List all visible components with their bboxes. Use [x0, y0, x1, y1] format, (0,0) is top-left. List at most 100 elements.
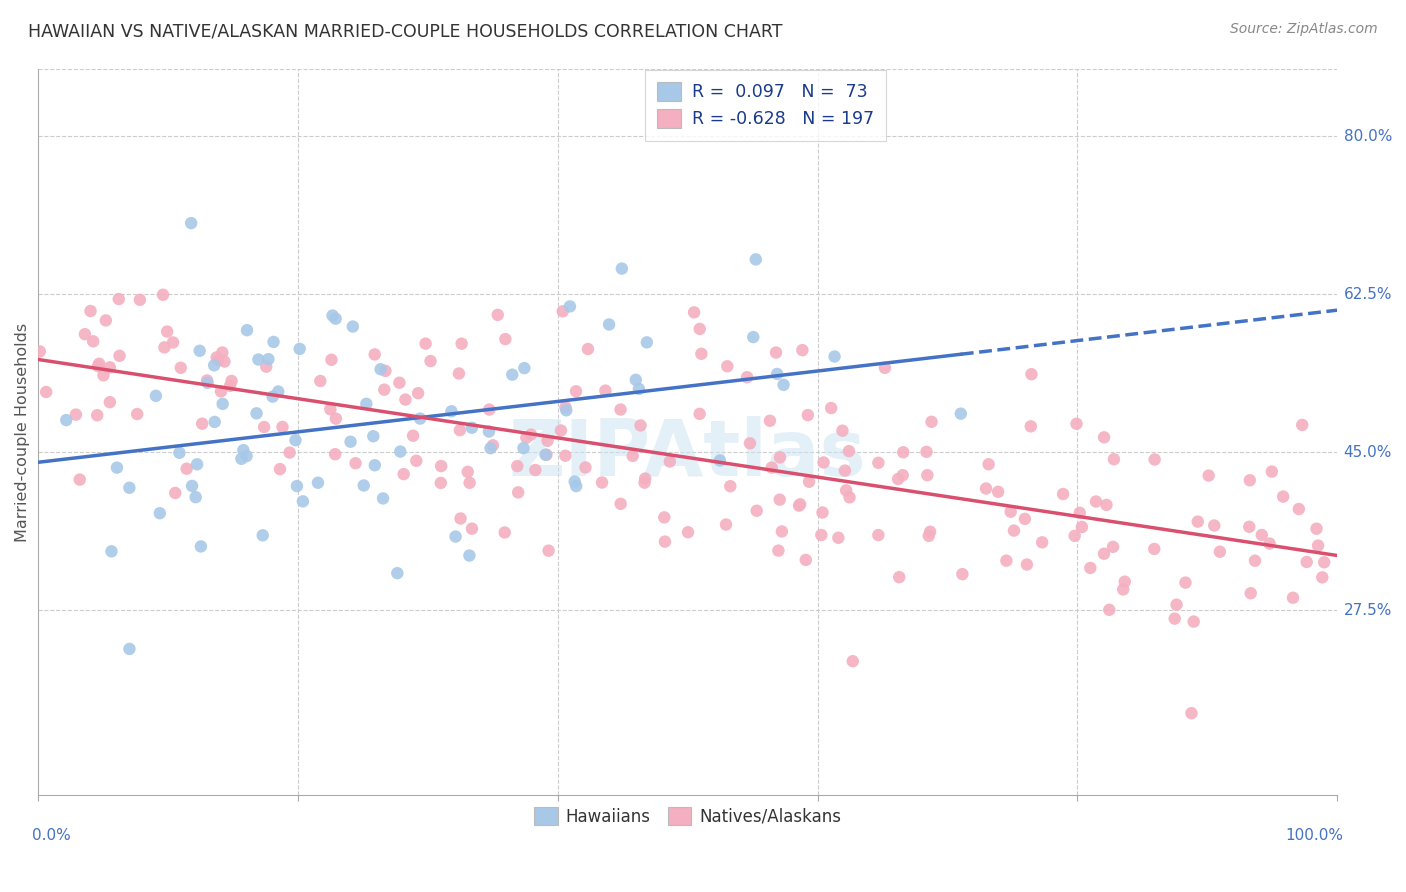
Point [1182, 615, 1205, 629]
Text: 100.0%: 100.0% [1285, 828, 1344, 843]
Point [219, 379, 242, 393]
Point [461, 421, 484, 435]
Point [834, 464, 856, 478]
Point [1092, 430, 1115, 444]
Text: 80.0%: 80.0% [1344, 128, 1392, 144]
Point [373, 383, 395, 397]
Point [1187, 515, 1209, 529]
Point [716, 359, 738, 374]
Point [254, 359, 277, 374]
Point [89, 357, 111, 371]
Point [285, 479, 308, 493]
Point [537, 543, 560, 558]
Point [769, 450, 792, 465]
Point [891, 445, 914, 459]
Point [868, 456, 890, 470]
Point [765, 345, 787, 359]
Point [447, 367, 470, 381]
Point [402, 428, 425, 442]
Point [325, 411, 347, 425]
Point [107, 292, 129, 306]
Point [263, 334, 285, 349]
Point [170, 360, 193, 375]
Point [1063, 529, 1085, 543]
Point [920, 524, 942, 539]
Point [1306, 539, 1329, 553]
Point [271, 420, 294, 434]
Point [842, 654, 865, 668]
Point [918, 529, 941, 543]
Point [1240, 586, 1263, 600]
Point [915, 445, 938, 459]
Point [551, 304, 574, 318]
Point [873, 360, 896, 375]
Point [478, 425, 501, 439]
Point [149, 506, 172, 520]
Point [609, 402, 631, 417]
Point [792, 343, 814, 358]
Point [231, 451, 253, 466]
Point [1180, 706, 1202, 721]
Point [79, 304, 101, 318]
Point [262, 390, 284, 404]
Point [307, 475, 329, 490]
Point [1198, 468, 1220, 483]
Point [1258, 536, 1281, 550]
Point [461, 522, 484, 536]
Point [636, 335, 658, 350]
Point [633, 475, 655, 490]
Text: Source: ZipAtlas.com: Source: ZipAtlas.com [1230, 22, 1378, 37]
Point [419, 354, 441, 368]
Point [742, 330, 765, 344]
Point [658, 454, 681, 468]
Point [1095, 498, 1118, 512]
Point [558, 299, 581, 313]
Point [409, 411, 432, 425]
Point [690, 347, 713, 361]
Point [406, 386, 429, 401]
Point [676, 525, 699, 540]
Point [440, 404, 463, 418]
Point [1014, 512, 1036, 526]
Point [564, 475, 586, 489]
Point [820, 401, 842, 415]
Point [169, 446, 191, 460]
Point [536, 448, 558, 462]
Point [108, 349, 131, 363]
Point [889, 570, 911, 584]
Point [1092, 547, 1115, 561]
Point [1085, 494, 1108, 508]
Legend: Hawaiians, Natives/Alaskans: Hawaiians, Natives/Alaskans [526, 799, 849, 834]
Point [766, 367, 789, 381]
Point [1313, 555, 1336, 569]
Point [325, 311, 347, 326]
Point [891, 468, 914, 483]
Point [501, 368, 523, 382]
Point [1295, 555, 1317, 569]
Point [735, 370, 758, 384]
Point [65, 408, 87, 422]
Point [458, 549, 481, 563]
Point [494, 525, 516, 540]
Point [621, 449, 644, 463]
Point [153, 340, 176, 354]
Point [576, 342, 599, 356]
Point [105, 460, 128, 475]
Point [245, 406, 267, 420]
Point [508, 485, 530, 500]
Point [494, 332, 516, 346]
Point [165, 486, 187, 500]
Point [94, 313, 117, 327]
Point [267, 384, 290, 399]
Point [831, 424, 853, 438]
Point [247, 352, 270, 367]
Point [82, 334, 104, 349]
Point [444, 530, 467, 544]
Point [838, 491, 860, 505]
Point [761, 460, 783, 475]
Point [363, 429, 385, 443]
Point [69, 473, 91, 487]
Point [344, 456, 367, 470]
Point [917, 468, 939, 483]
Point [252, 528, 274, 542]
